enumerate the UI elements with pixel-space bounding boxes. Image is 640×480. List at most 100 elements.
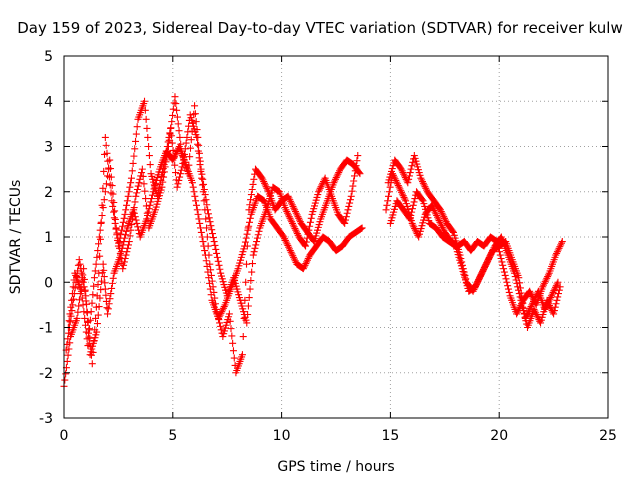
data-point [293,230,301,238]
data-point [501,271,509,279]
data-point [216,322,224,330]
data-point [172,169,180,177]
data-point [330,179,338,187]
data-point [475,276,483,284]
data-point [189,119,197,127]
data-point [116,249,124,257]
data-point [158,183,166,191]
data-point [288,219,296,227]
data-point [203,201,211,209]
data-point [120,258,128,266]
data-point [288,201,296,209]
data-point [291,206,299,214]
data-point [498,258,506,266]
data-point [515,290,523,298]
data-point [407,165,415,173]
data-point [141,187,149,195]
data-point [303,234,311,242]
data-point [302,242,310,250]
data-point [90,282,98,290]
data-point [95,240,103,248]
data-point [549,308,557,316]
data-point [98,212,106,220]
data-point [409,158,417,166]
data-point [202,215,210,223]
data-point [76,260,84,268]
data-point [86,325,94,333]
data-point [101,279,109,287]
data-point [125,188,133,196]
data-point [291,257,299,265]
data-point [301,261,309,269]
data-point [192,118,200,126]
data-point [500,265,508,273]
data-point [391,175,399,183]
data-point [227,325,235,333]
data-point [214,257,222,265]
data-point [190,188,198,196]
data-point [112,224,120,232]
data-point [242,234,250,242]
data-point [253,234,261,242]
data-point [64,335,72,343]
data-point [109,190,117,198]
data-point [261,181,269,189]
data-point [143,209,151,217]
data-point [141,97,149,105]
data-point [436,206,444,214]
data-point [213,309,221,317]
data-point [405,172,413,180]
data-point [349,182,357,190]
data-point [118,226,126,234]
data-point [546,301,554,309]
data-point [175,176,183,184]
data-point [131,198,139,206]
data-point [78,274,86,282]
data-point [528,301,536,309]
data-point [216,265,224,273]
data-point [75,256,83,264]
data-point [302,260,310,268]
data-point [290,223,298,231]
data-point [241,238,249,246]
data-point [342,213,350,221]
data-point [160,173,168,181]
data-point [133,189,141,197]
data-point [104,305,112,313]
data-point [199,238,207,246]
y-tick-label: 1 [44,230,53,246]
data-point [348,187,356,195]
data-point [516,293,524,301]
data-point [287,197,295,205]
data-point [335,169,343,177]
data-point [144,208,152,216]
data-point [480,264,488,272]
data-point [547,294,555,302]
data-point [147,198,155,206]
data-point [118,222,126,230]
data-point [132,137,140,145]
data-point [555,244,563,252]
data-point [246,285,254,293]
data-point [532,310,540,318]
data-point [315,188,323,196]
data-point [193,206,201,214]
data-point [531,307,539,315]
data-point [138,169,146,177]
data-point [521,313,529,321]
data-point [552,300,560,308]
data-point [142,202,150,210]
data-point [286,196,294,204]
data-point [285,245,293,253]
data-point [102,141,110,149]
data-point [186,144,194,152]
data-point [217,326,225,334]
data-point [170,99,178,107]
data-point [526,289,534,297]
data-point [550,287,558,295]
data-point [244,310,252,318]
data-point [293,228,301,236]
data-point [405,175,413,183]
data-point [556,283,564,291]
data-point [284,192,292,200]
